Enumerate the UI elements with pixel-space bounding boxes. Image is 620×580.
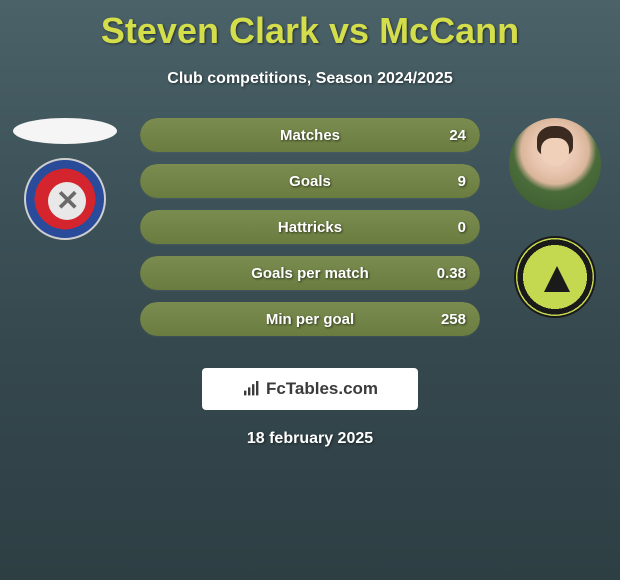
- date-text: 18 february 2025: [0, 430, 620, 448]
- chart-icon: [242, 381, 262, 397]
- watermark-text: FcTables.com: [266, 379, 378, 399]
- stat-right-value: 0: [458, 210, 466, 244]
- comparison-panel: Matches 24 Goals 9 Hattricks 0 Goals per…: [0, 118, 620, 358]
- stat-row-goals: Goals 9: [140, 164, 480, 198]
- subtitle: Club competitions, Season 2024/2025: [0, 70, 620, 88]
- left-club-badge: [24, 158, 106, 240]
- stat-right-value: 0.38: [437, 256, 466, 290]
- watermark[interactable]: FcTables.com: [202, 368, 418, 410]
- stat-label: Min per goal: [140, 302, 480, 336]
- stat-row-matches: Matches 24: [140, 118, 480, 152]
- stat-right-value: 258: [441, 302, 466, 336]
- page-title: Steven Clark vs McCann: [0, 0, 620, 52]
- left-player-column: [10, 118, 120, 240]
- stats-list: Matches 24 Goals 9 Hattricks 0 Goals per…: [140, 118, 480, 348]
- right-club-badge: [514, 236, 596, 318]
- right-player-column: [500, 118, 610, 318]
- left-player-avatar: [13, 118, 117, 144]
- stat-right-value: 24: [449, 118, 466, 152]
- stat-row-min-per-goal: Min per goal 258: [140, 302, 480, 336]
- stat-label: Goals: [140, 164, 480, 198]
- stat-row-goals-per-match: Goals per match 0.38: [140, 256, 480, 290]
- stat-label: Goals per match: [140, 256, 480, 290]
- stat-label: Hattricks: [140, 210, 480, 244]
- stat-right-value: 9: [458, 164, 466, 198]
- stat-row-hattricks: Hattricks 0: [140, 210, 480, 244]
- stat-label: Matches: [140, 118, 480, 152]
- right-player-avatar: [509, 118, 601, 210]
